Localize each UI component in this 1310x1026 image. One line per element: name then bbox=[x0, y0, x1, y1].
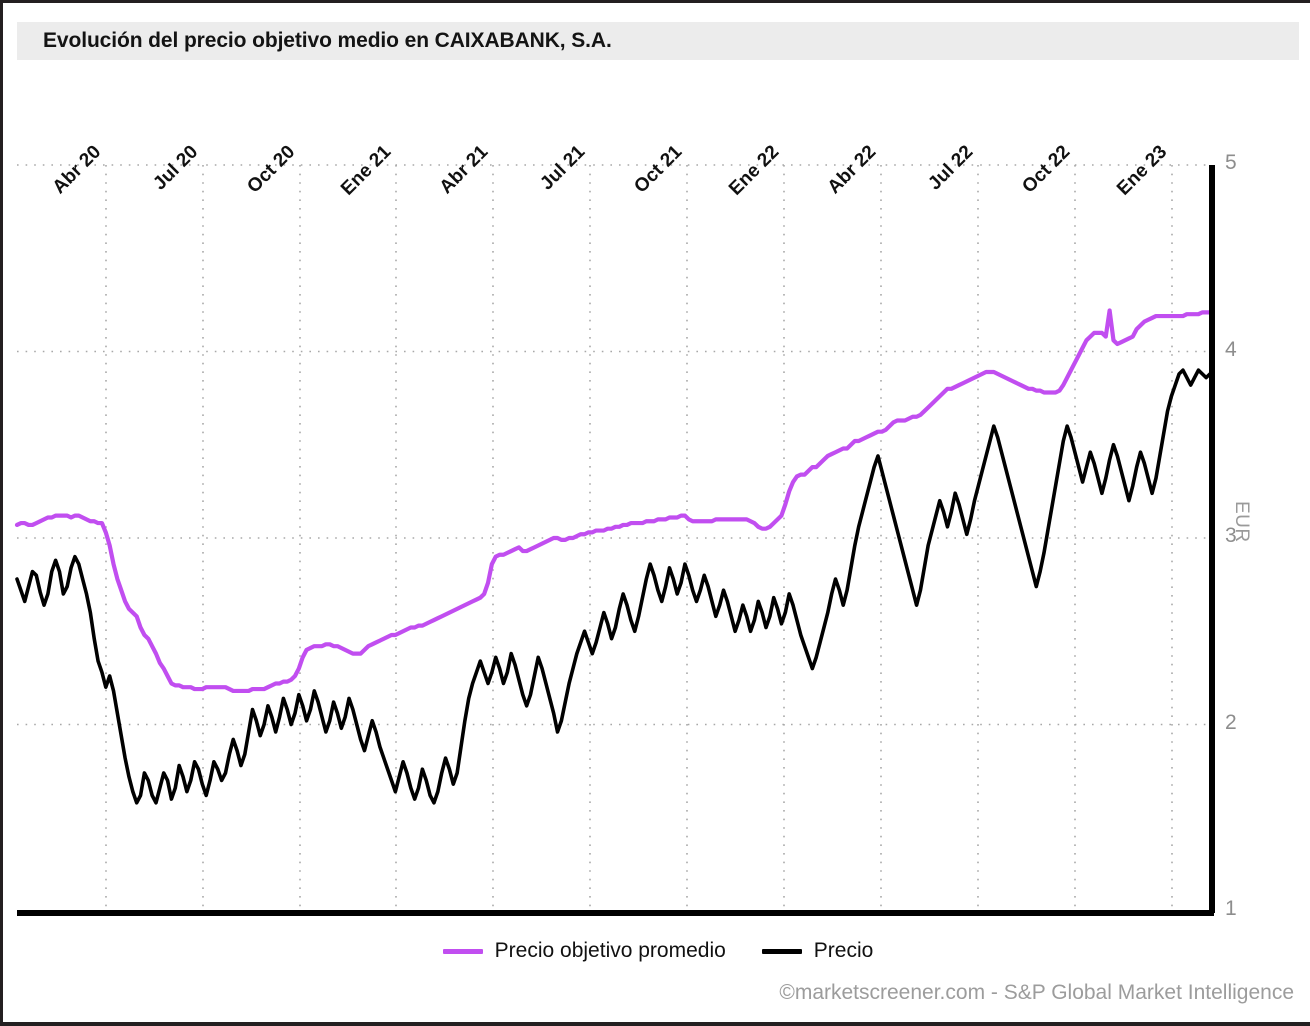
legend-label-target-price: Precio objetivo promedio bbox=[494, 939, 726, 962]
legend-item-target-price[interactable]: Precio objetivo promedio bbox=[442, 939, 726, 963]
legend-swatch-price bbox=[761, 948, 802, 954]
y-tick-label: 3 bbox=[1225, 524, 1237, 547]
axis-lines bbox=[17, 165, 1215, 916]
y-tick-label: 1 bbox=[1225, 897, 1237, 920]
series-lines bbox=[14, 308, 1213, 805]
series-line-target-price bbox=[14, 308, 1213, 694]
legend-label-price: Precio bbox=[813, 939, 874, 962]
chart-plot-area bbox=[3, 3, 1310, 1022]
y-tick-label: 4 bbox=[1225, 337, 1237, 361]
series-line-price bbox=[15, 368, 1212, 805]
chart-legend: Precio objetivo promedio Precio bbox=[3, 939, 1310, 963]
y-tick-label: 5 bbox=[1225, 151, 1237, 174]
chart-svg bbox=[14, 164, 1215, 916]
legend-swatch-target-price bbox=[442, 948, 483, 954]
title-band: Evolución del precio objetivo medio en C… bbox=[17, 22, 1299, 60]
page-title: Evolución del precio objetivo medio en C… bbox=[43, 29, 612, 52]
y-axis-title: EUR bbox=[1231, 501, 1252, 543]
y-tick-label: 2 bbox=[1225, 710, 1237, 734]
legend-item-price[interactable]: Precio bbox=[761, 939, 874, 963]
attribution-footer: ©marketscreener.com - S&P Global Market … bbox=[779, 981, 1294, 1004]
